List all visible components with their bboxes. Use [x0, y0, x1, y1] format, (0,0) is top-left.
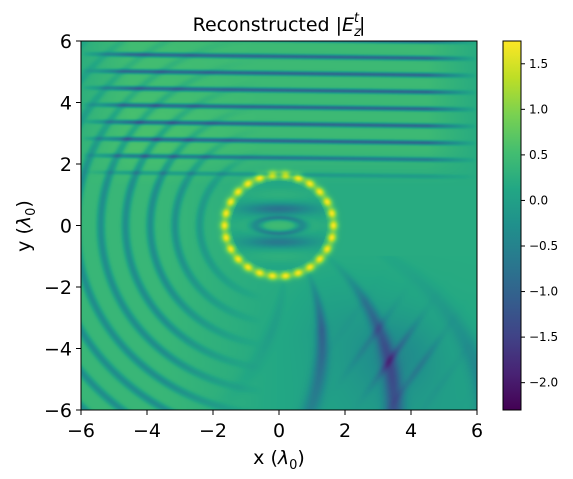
- colorbar-tick-label: 1.0: [529, 102, 548, 116]
- x-axis-label-lambda: λ: [277, 447, 289, 469]
- heatmap-image: [81, 41, 477, 410]
- y-tick-label: −6: [44, 400, 72, 422]
- colorbar-frame: [502, 40, 522, 411]
- colorbar-tick-label: −2.0: [529, 376, 558, 390]
- x-axis-label-suffix: ): [297, 447, 304, 469]
- colorbar-tick-label: 0.0: [529, 193, 548, 207]
- y-axis-label-prefix: y (: [13, 227, 35, 252]
- colorbar-tick-label: −0.5: [529, 239, 558, 253]
- y-axis-label: y (λ0): [13, 200, 39, 252]
- y-tick-label: 0: [60, 216, 72, 238]
- colorbar-ticks: 1.5 1.0 0.5 0.0 −0.5 −1.0 −1.5 −2.0: [521, 57, 558, 390]
- colorbar-tick-label: −1.5: [529, 330, 558, 344]
- y-axis: −6 −4 −2 0 2 4 6: [44, 31, 81, 422]
- x-tick-label: 0: [273, 420, 285, 442]
- colorbar: 1.5 1.0 0.5 0.0 −0.5 −1.0 −1.5 −2.0: [502, 40, 558, 411]
- x-tick-label: −4: [133, 420, 161, 442]
- title-subscript: z: [353, 25, 362, 40]
- y-tick-label: −4: [44, 339, 72, 361]
- title-superscript: t: [354, 11, 360, 26]
- x-tick-label: −2: [199, 420, 227, 442]
- title-suffix: |: [359, 14, 365, 36]
- x-tick-label: 6: [471, 420, 483, 442]
- y-tick-label: −2: [44, 277, 72, 299]
- x-axis-label-prefix: x (: [253, 447, 278, 469]
- x-axis-label-subscript: 0: [289, 458, 297, 473]
- title-base: E: [342, 14, 354, 36]
- y-axis-label-suffix: ): [13, 200, 35, 207]
- x-axis: −6 −4 −2 0 2 4 6: [67, 410, 483, 442]
- x-tick-label: −6: [67, 420, 95, 442]
- colorbar-tick-label: −1.0: [529, 285, 558, 299]
- x-tick-label: 2: [339, 420, 351, 442]
- x-tick-label: 4: [405, 420, 417, 442]
- y-tick-label: 2: [60, 154, 72, 176]
- y-axis-label-subscript: 0: [24, 208, 39, 216]
- y-axis-label-lambda: λ: [13, 216, 35, 228]
- colorbar-tick-label: 1.5: [529, 57, 548, 71]
- x-axis-label: x (λ0): [253, 447, 305, 473]
- colorbar-tick-label: 0.5: [529, 148, 548, 162]
- y-tick-label: 6: [60, 31, 72, 53]
- colorbar-fill: [503, 41, 521, 410]
- y-tick-label: 4: [60, 93, 72, 115]
- title-prefix: Reconstructed |: [193, 14, 342, 36]
- plot-area: [80, 40, 478, 411]
- chart-title: Reconstructed |Ezt|: [193, 11, 366, 40]
